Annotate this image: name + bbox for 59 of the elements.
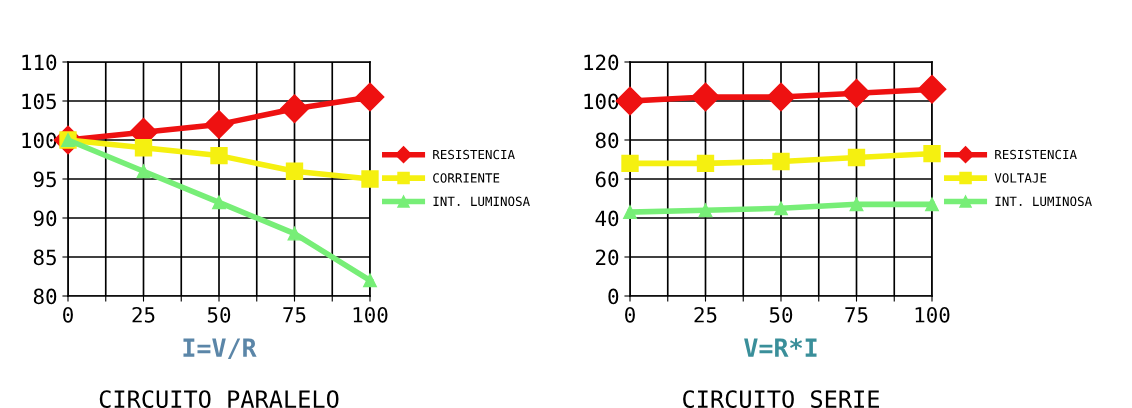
point: [691, 82, 720, 112]
point: [774, 201, 788, 216]
x-tick-label: 75: [845, 307, 868, 323]
point: [847, 148, 866, 167]
x-axis-title: V=R*I: [744, 338, 817, 357]
y-tick-label: 85: [33, 249, 56, 266]
point: [355, 82, 385, 112]
point: [212, 195, 226, 210]
legend-label: VOLTAJE: [994, 173, 1047, 183]
x-tick-label: 0: [63, 306, 73, 323]
text: CIRCUITO PARALELO: [99, 390, 339, 408]
x-axis-title: I=V/R: [183, 338, 257, 360]
legend-label: CORRIENTE: [433, 173, 500, 183]
point: [210, 146, 228, 165]
point: [287, 226, 302, 241]
legend-label: INT. LUMINOSA: [995, 196, 1092, 207]
y-tick-label: 80: [595, 132, 619, 149]
y-tick-label: 95: [33, 171, 56, 188]
x-tick-label: 50: [769, 306, 793, 323]
point: [136, 164, 151, 179]
point: [917, 74, 947, 104]
point: [621, 154, 639, 173]
point: [134, 139, 153, 157]
y-tick-label: 100: [22, 132, 57, 149]
y-tick-label: 80: [33, 288, 57, 305]
legend-label: RESISTENCIA: [433, 149, 515, 160]
y-tick-label: 20: [596, 249, 619, 266]
legend-label: INT. LUMINOSA: [433, 196, 530, 207]
point: [696, 154, 715, 173]
text: CIRCUITO SERIE: [683, 390, 879, 408]
y-tick-label: 105: [22, 93, 56, 110]
point: [285, 162, 304, 180]
y-tick-label: 100: [584, 93, 619, 110]
point: [842, 78, 871, 108]
y-tick-label: 40: [595, 210, 619, 227]
point: [925, 197, 939, 212]
y-tick-label: 120: [584, 54, 619, 71]
x-tick-label: 25: [132, 306, 155, 323]
point: [204, 109, 234, 139]
x-tick-label: 100: [353, 306, 388, 323]
point: [849, 197, 864, 212]
x-tick-label: 50: [207, 306, 231, 323]
x-tick-label: 75: [283, 307, 306, 323]
point: [772, 152, 790, 171]
x-tick-label: 0: [625, 306, 635, 323]
y-tick-label: 110: [22, 54, 57, 71]
y-tick-label: 60: [595, 171, 619, 188]
point: [698, 203, 713, 218]
point: [363, 273, 377, 288]
x-tick-label: 25: [694, 306, 717, 323]
legend-label: RESISTENCIA: [995, 149, 1077, 160]
y-tick-label: 0: [608, 288, 619, 305]
y-tick-label: 90: [33, 210, 57, 227]
x-tick-label: 100: [915, 306, 950, 323]
point: [923, 144, 941, 163]
point: [766, 82, 796, 112]
point: [280, 94, 309, 124]
point: [361, 170, 379, 188]
point: [623, 205, 637, 220]
